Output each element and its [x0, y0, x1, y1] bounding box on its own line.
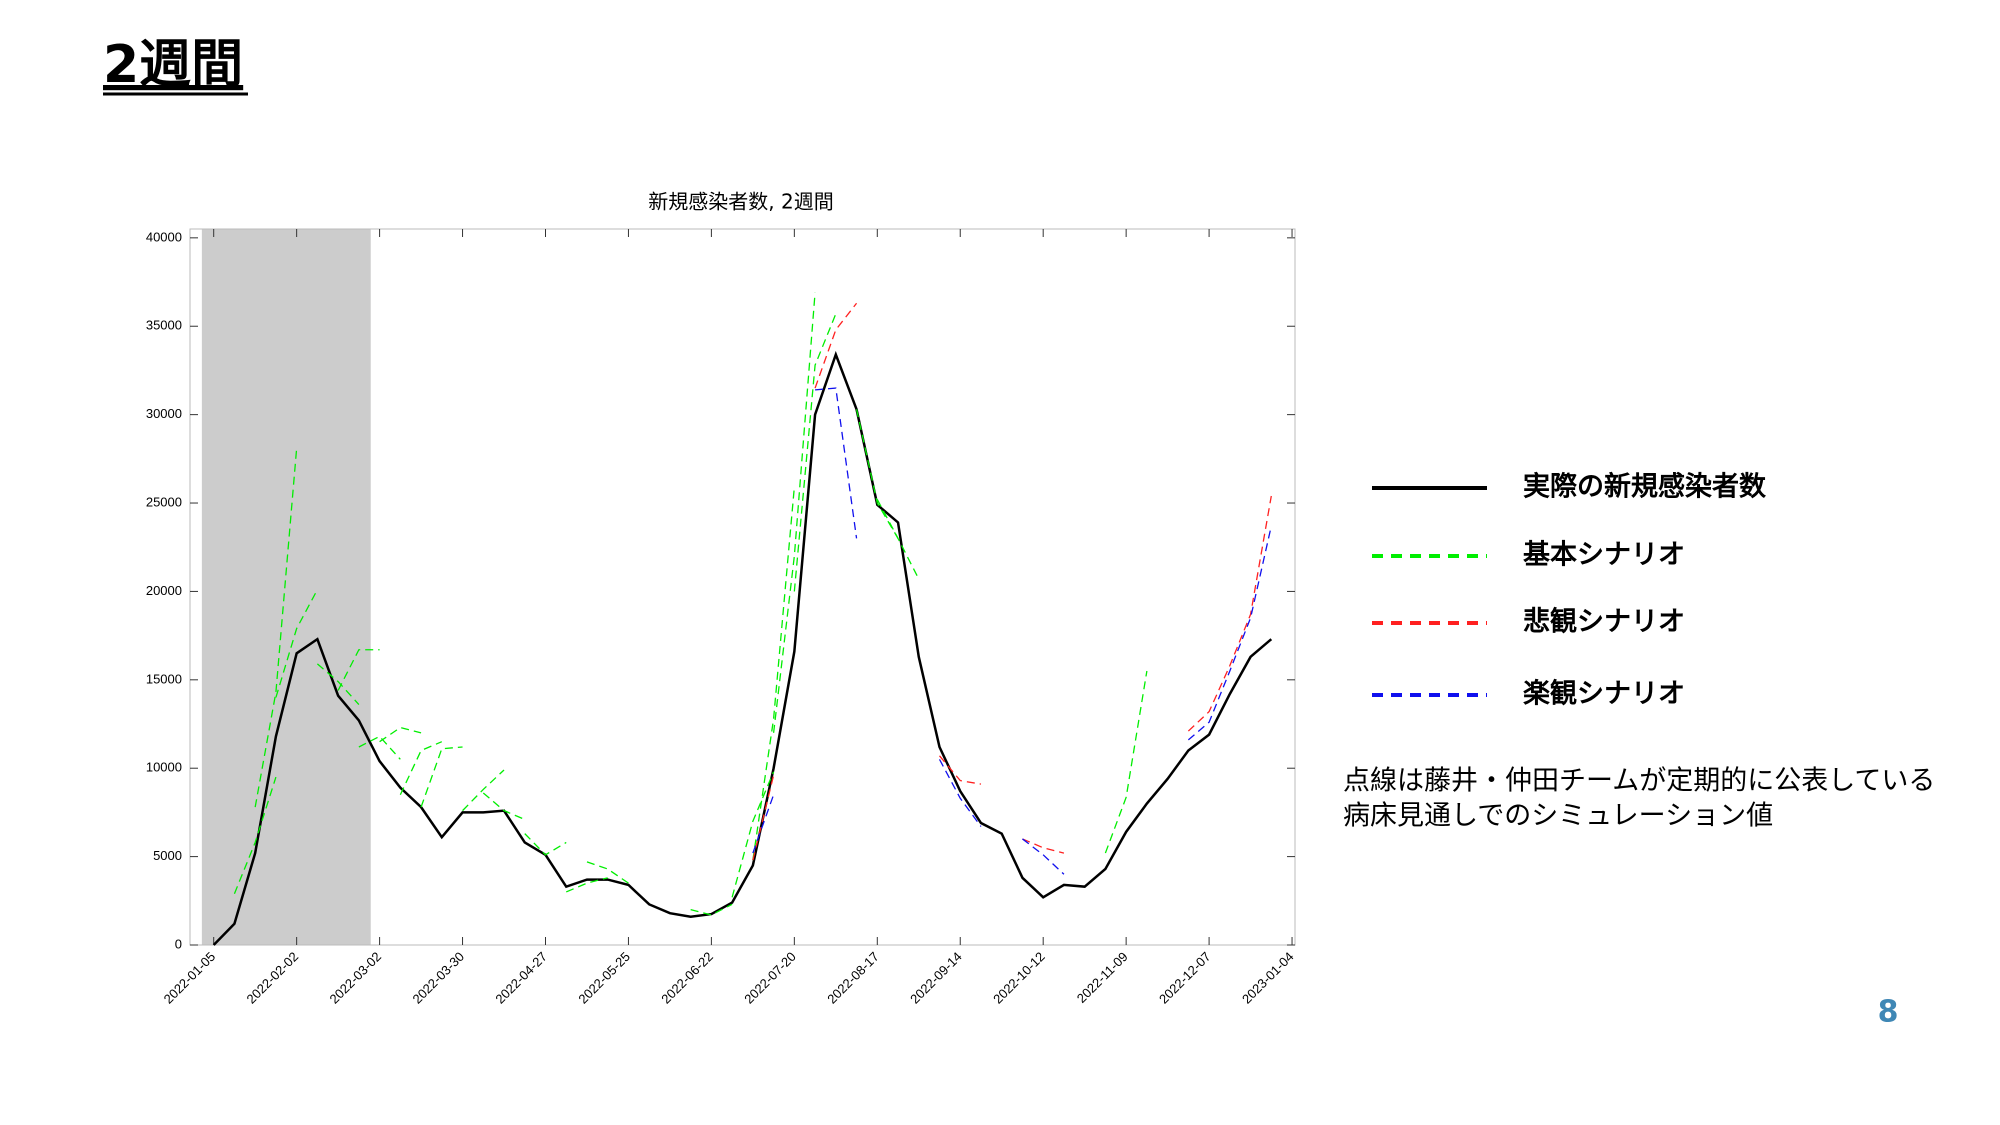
legend-label: 楽観シナリオ — [1523, 678, 1685, 710]
scenario-line — [772, 292, 816, 733]
scenario-line — [275, 589, 318, 698]
y-tick-label: 15000 — [146, 671, 182, 686]
scenario-line — [316, 663, 360, 706]
scenario-line — [938, 759, 982, 827]
scenario-line — [462, 769, 505, 812]
scenario-line — [1187, 495, 1272, 732]
x-tick-label: 2023-01-04 — [1239, 949, 1297, 1007]
x-tick-label: 2022-01-05 — [161, 949, 219, 1007]
legend-label: 実際の新規感染者数 — [1523, 471, 1767, 503]
y-tick-label: 25000 — [146, 494, 182, 509]
x-tick-label: 2022-03-02 — [327, 949, 385, 1007]
scenario-line — [482, 792, 526, 821]
x-tick-label: 2022-08-17 — [824, 949, 882, 1007]
x-tick-label: 2022-05-25 — [575, 949, 633, 1007]
scenario-line — [337, 649, 380, 691]
scenario-line — [814, 302, 858, 389]
scenario-line — [420, 746, 463, 808]
y-tick-label: 40000 — [146, 229, 182, 244]
scenario-line — [1022, 838, 1065, 875]
shaded-region — [201, 229, 371, 945]
scenario-line — [876, 499, 920, 580]
x-tick-label: 2022-02-02 — [244, 949, 302, 1007]
x-tick-label: 2022-09-14 — [907, 949, 965, 1007]
x-tick-label: 2022-03-30 — [409, 949, 467, 1007]
legend-label: 基本シナリオ — [1523, 540, 1685, 571]
scenario-line — [358, 735, 401, 760]
chart-title: 新規感染者数, 2週間 — [648, 190, 833, 214]
x-tick-label: 2022-07-20 — [741, 949, 799, 1007]
x-tick-label: 2022-06-22 — [658, 949, 716, 1007]
scenario-line — [379, 726, 422, 743]
scenario-line — [1187, 525, 1272, 741]
scenario-line — [524, 833, 567, 856]
y-tick-label: 35000 — [146, 318, 182, 333]
note-line: 点線は藤井・仲田チームが定期的に公表している — [1343, 766, 1935, 797]
x-tick-label: 2022-10-12 — [990, 949, 1048, 1007]
scenario-line — [855, 409, 899, 539]
x-tick-label: 2022-04-27 — [492, 949, 550, 1007]
scenario-line — [565, 877, 608, 893]
scenario-line — [752, 775, 775, 861]
scenario-line — [690, 903, 733, 916]
scenario-line — [815, 387, 858, 539]
y-tick-label: 5000 — [153, 848, 182, 863]
slide-title: 2週間 — [103, 35, 243, 95]
y-tick-label: 10000 — [146, 760, 182, 775]
y-tick-label: 20000 — [146, 583, 182, 598]
scenario-line — [939, 755, 982, 785]
scenario-line — [254, 448, 298, 808]
scenario-line — [233, 776, 277, 894]
y-tick-label: 30000 — [146, 406, 182, 421]
y-tick-label: 0 — [175, 936, 182, 951]
scenario-line — [1022, 838, 1065, 854]
plot-frame — [189, 228, 1296, 946]
x-tick-label: 2022-11-09 — [1074, 949, 1131, 1006]
scenario-line — [399, 741, 443, 796]
scenario-line — [793, 313, 837, 592]
legend-label: 悲観シナリオ — [1523, 606, 1685, 638]
page-number: 8 — [1878, 995, 1899, 1030]
scenario-line — [1104, 670, 1148, 854]
scenario-line — [586, 861, 629, 884]
note-line: 病床見通しでのシミュレーション値 — [1343, 801, 1773, 832]
scenario-line — [731, 771, 775, 898]
actual-line — [212, 350, 1273, 946]
scenario-line — [752, 487, 795, 861]
scenario-line — [752, 794, 775, 854]
x-tick-label: 2022-12-07 — [1156, 949, 1214, 1007]
